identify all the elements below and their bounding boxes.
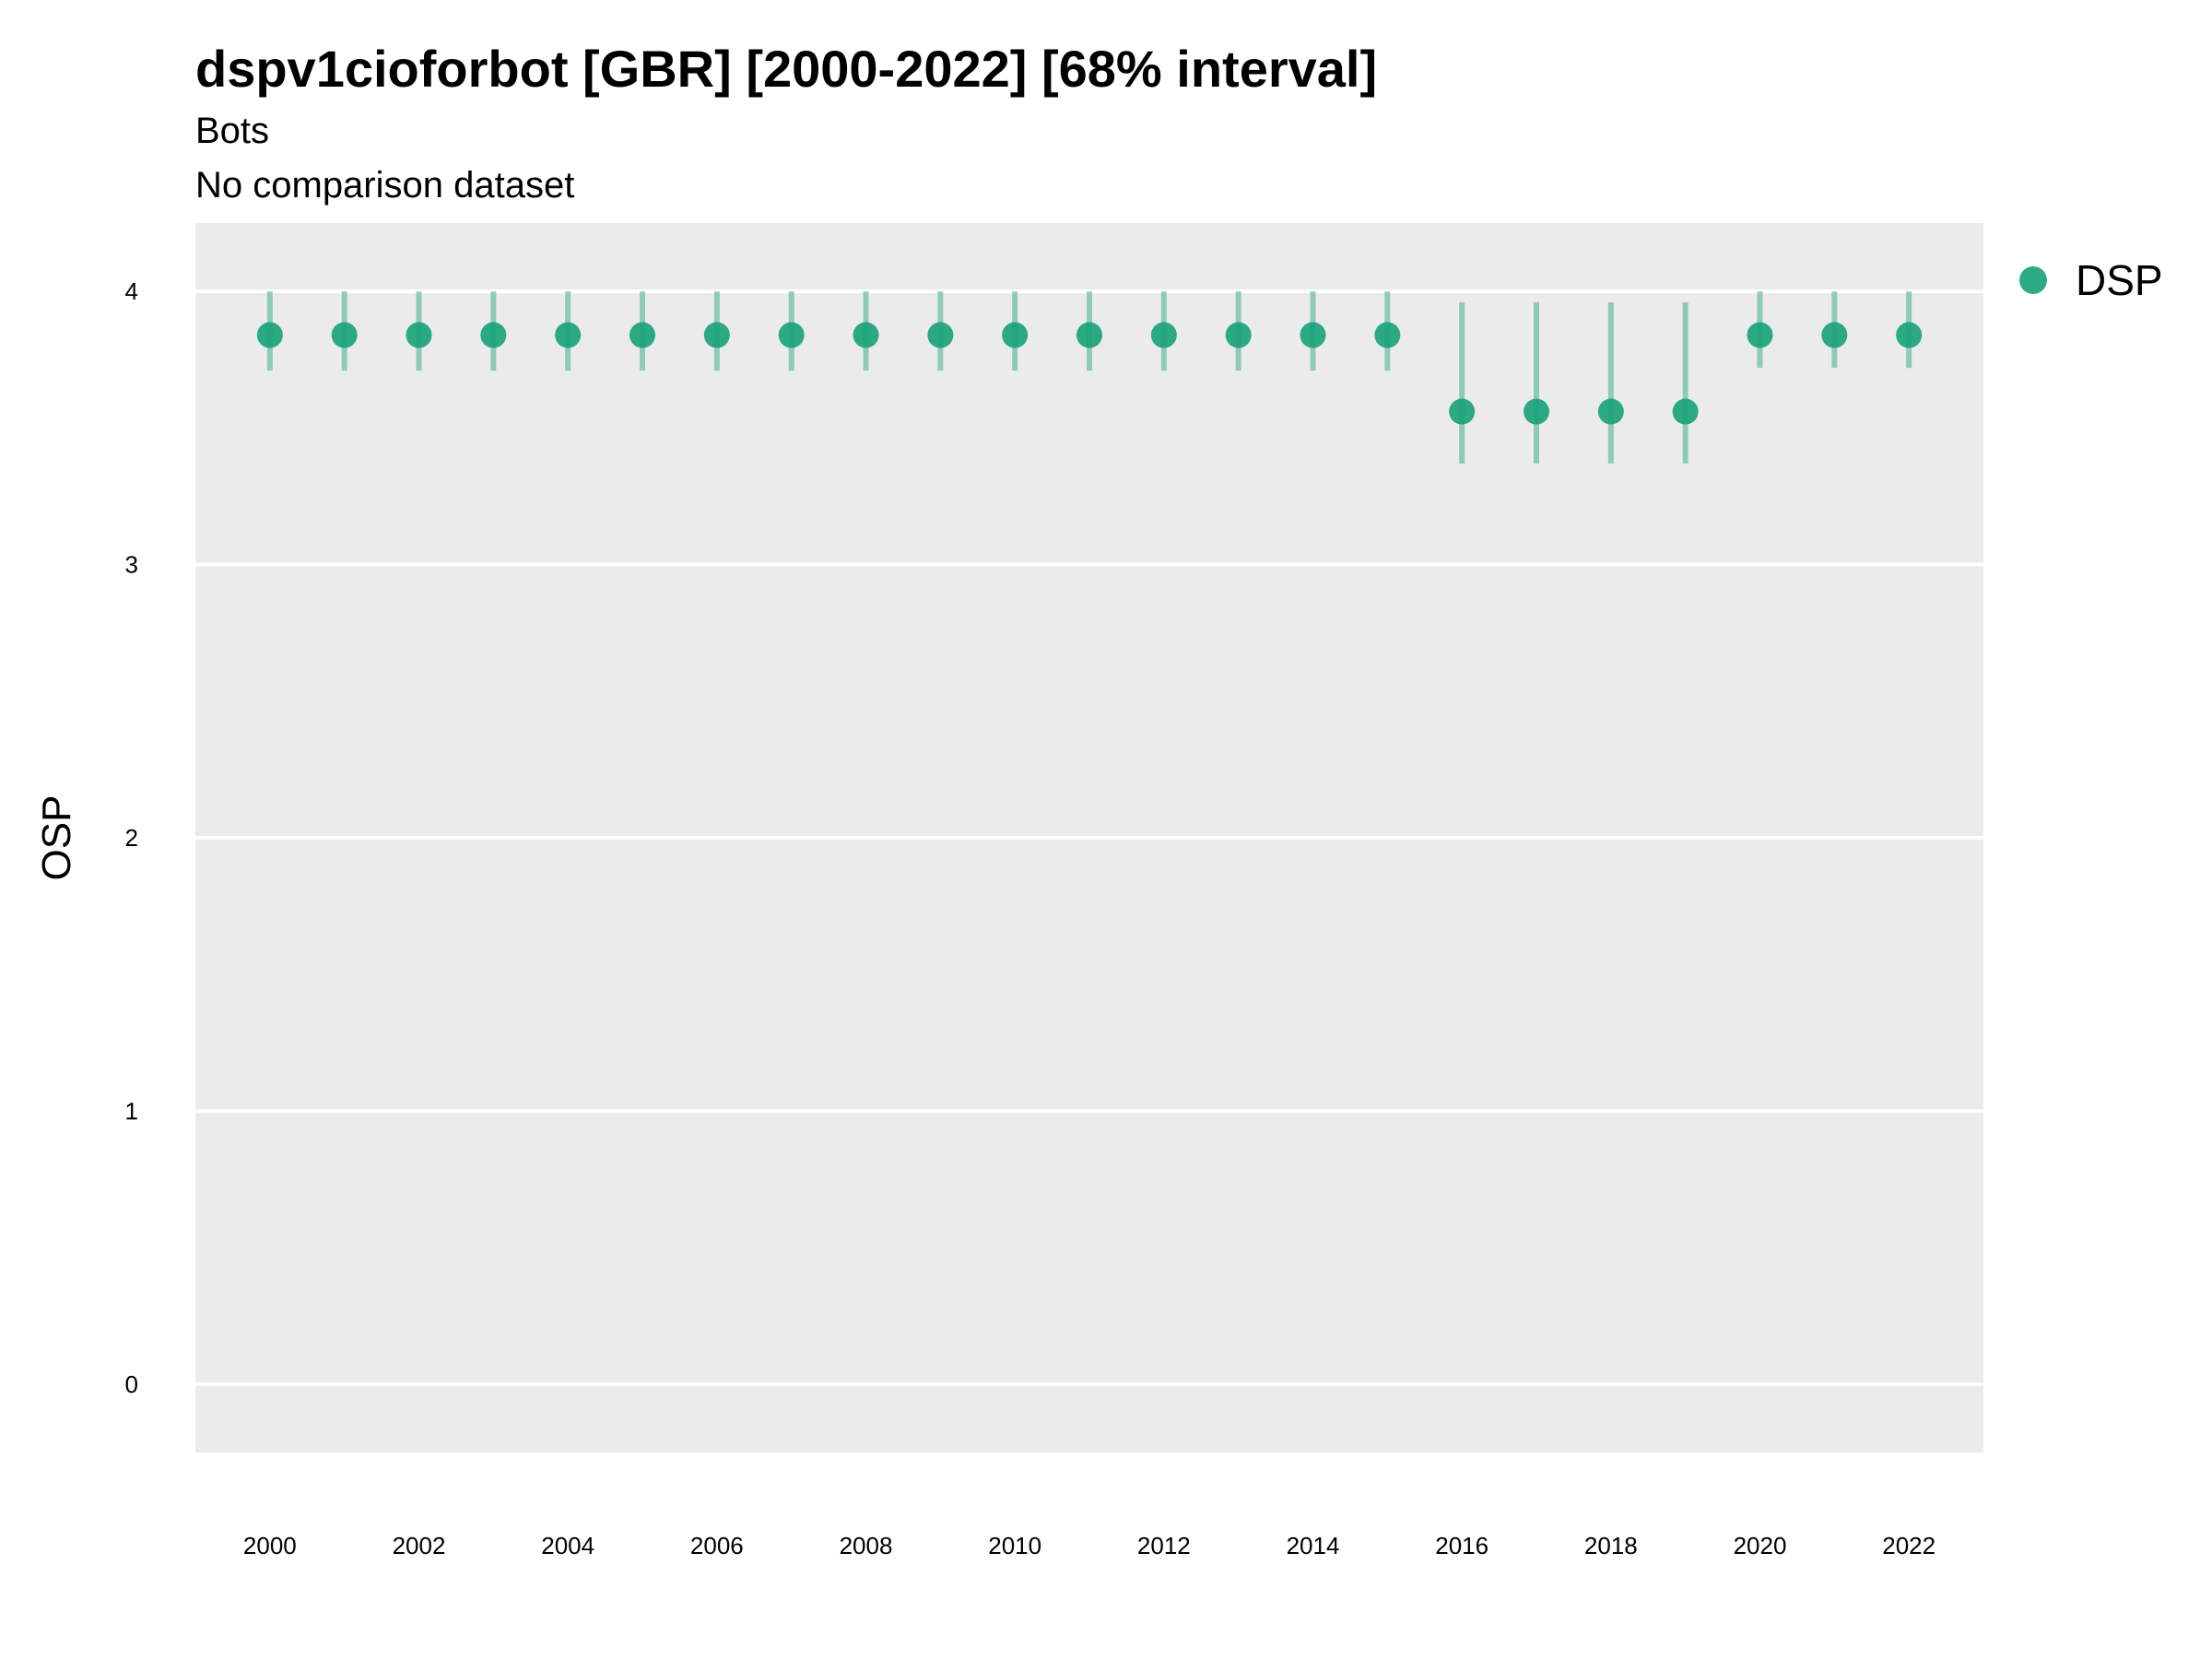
x-tick-label: 2016 [1435,1532,1488,1559]
gridlines [195,289,1983,1386]
data-point [1896,322,1923,348]
data-point [1300,322,1326,348]
data-point [1225,322,1252,348]
data-point [256,322,283,348]
data-point [1077,322,1102,348]
chart-subtitle-line-2: No comparison dataset [195,165,574,206]
y-tick-label: 0 [125,1371,138,1398]
x-tick-label: 2018 [1584,1532,1638,1559]
x-tick-label: 2002 [393,1532,446,1559]
x-tick-label: 2012 [1137,1532,1191,1559]
data-point [853,322,879,348]
data-point [555,322,582,348]
y-axis-label: OSP [34,795,79,881]
data-point [778,322,805,348]
data-point [1150,322,1177,348]
y-tick-label: 2 [125,824,138,852]
data-point [703,322,730,348]
data-points [256,322,1923,425]
x-tick-labels: 2000 2002 2004 2006 2008 2010 2012 2014 2016 2018… [243,1532,1936,1559]
data-point [629,322,655,348]
y-tick-label: 1 [125,1097,138,1124]
x-tick-label: 2004 [541,1532,594,1559]
legend-label-dsp: DSP [2076,256,2163,304]
x-tick-label: 2006 [690,1532,744,1559]
data-point [1747,322,1773,348]
x-tick-label: 2020 [1734,1532,1787,1559]
legend-key-dsp [2019,266,2047,294]
data-point [1821,322,1848,348]
data-point [927,322,954,348]
legend: DSP [2019,256,2163,304]
x-tick-label: 2000 [243,1532,297,1559]
y-tick-labels: 0 1 2 3 4 [125,277,138,1398]
data-point [480,322,507,348]
data-point [1524,398,1549,425]
data-point [1672,398,1699,425]
chart-subtitle-line-1: Bots [195,111,269,151]
x-tick-label: 2014 [1287,1532,1340,1559]
data-point [1002,322,1029,348]
data-point [1597,398,1624,425]
data-point [331,322,358,348]
data-point [406,322,432,348]
chart-title: dspv1cioforbot [GBR] [2000-2022] [68% in… [195,40,1377,98]
data-point [1449,398,1476,425]
data-point [1374,322,1401,348]
x-tick-label: 2010 [988,1532,1041,1559]
x-tick-label: 2022 [1882,1532,1936,1559]
y-tick-label: 4 [125,277,138,305]
y-tick-label: 3 [125,551,138,579]
x-tick-label: 2008 [840,1532,893,1559]
